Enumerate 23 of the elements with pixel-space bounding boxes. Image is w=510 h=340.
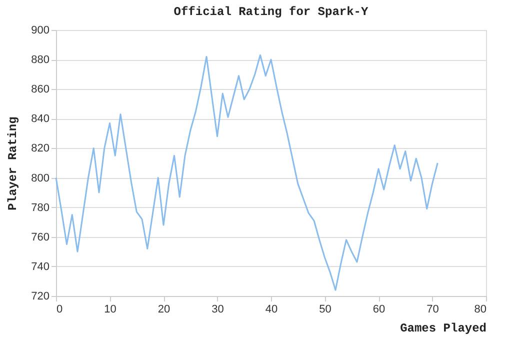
x-tick-label: 10 <box>104 304 116 316</box>
x-tick-label: 20 <box>158 304 170 316</box>
x-tick-label: 40 <box>265 304 278 316</box>
x-tick-label: 70 <box>426 304 439 316</box>
x-tick-label: 0 <box>56 304 63 316</box>
x-axis-title: Games Played <box>400 322 486 336</box>
y-tick-label: 880 <box>31 54 50 66</box>
y-axis-title: Player Rating <box>6 116 20 210</box>
y-tick-label: 740 <box>31 260 50 273</box>
y-tick-label: 720 <box>31 290 50 302</box>
line-series <box>55 54 438 291</box>
chart-title: Official Rating for Spark-Y <box>174 5 370 19</box>
x-tick-label: 50 <box>319 304 332 316</box>
y-tick-label: 780 <box>31 202 50 214</box>
y-tick-label: 900 <box>31 24 50 36</box>
x-tick-label: 30 <box>212 304 224 316</box>
y-tick-label: 860 <box>31 84 50 96</box>
y-tick-label: 820 <box>31 142 50 155</box>
y-tick-label: 800 <box>31 172 50 184</box>
y-tick-label: 760 <box>31 231 50 244</box>
y-tick-label: 840 <box>31 113 50 126</box>
x-tick-label: 60 <box>372 304 386 316</box>
x-tick-label: 80 <box>474 304 486 316</box>
